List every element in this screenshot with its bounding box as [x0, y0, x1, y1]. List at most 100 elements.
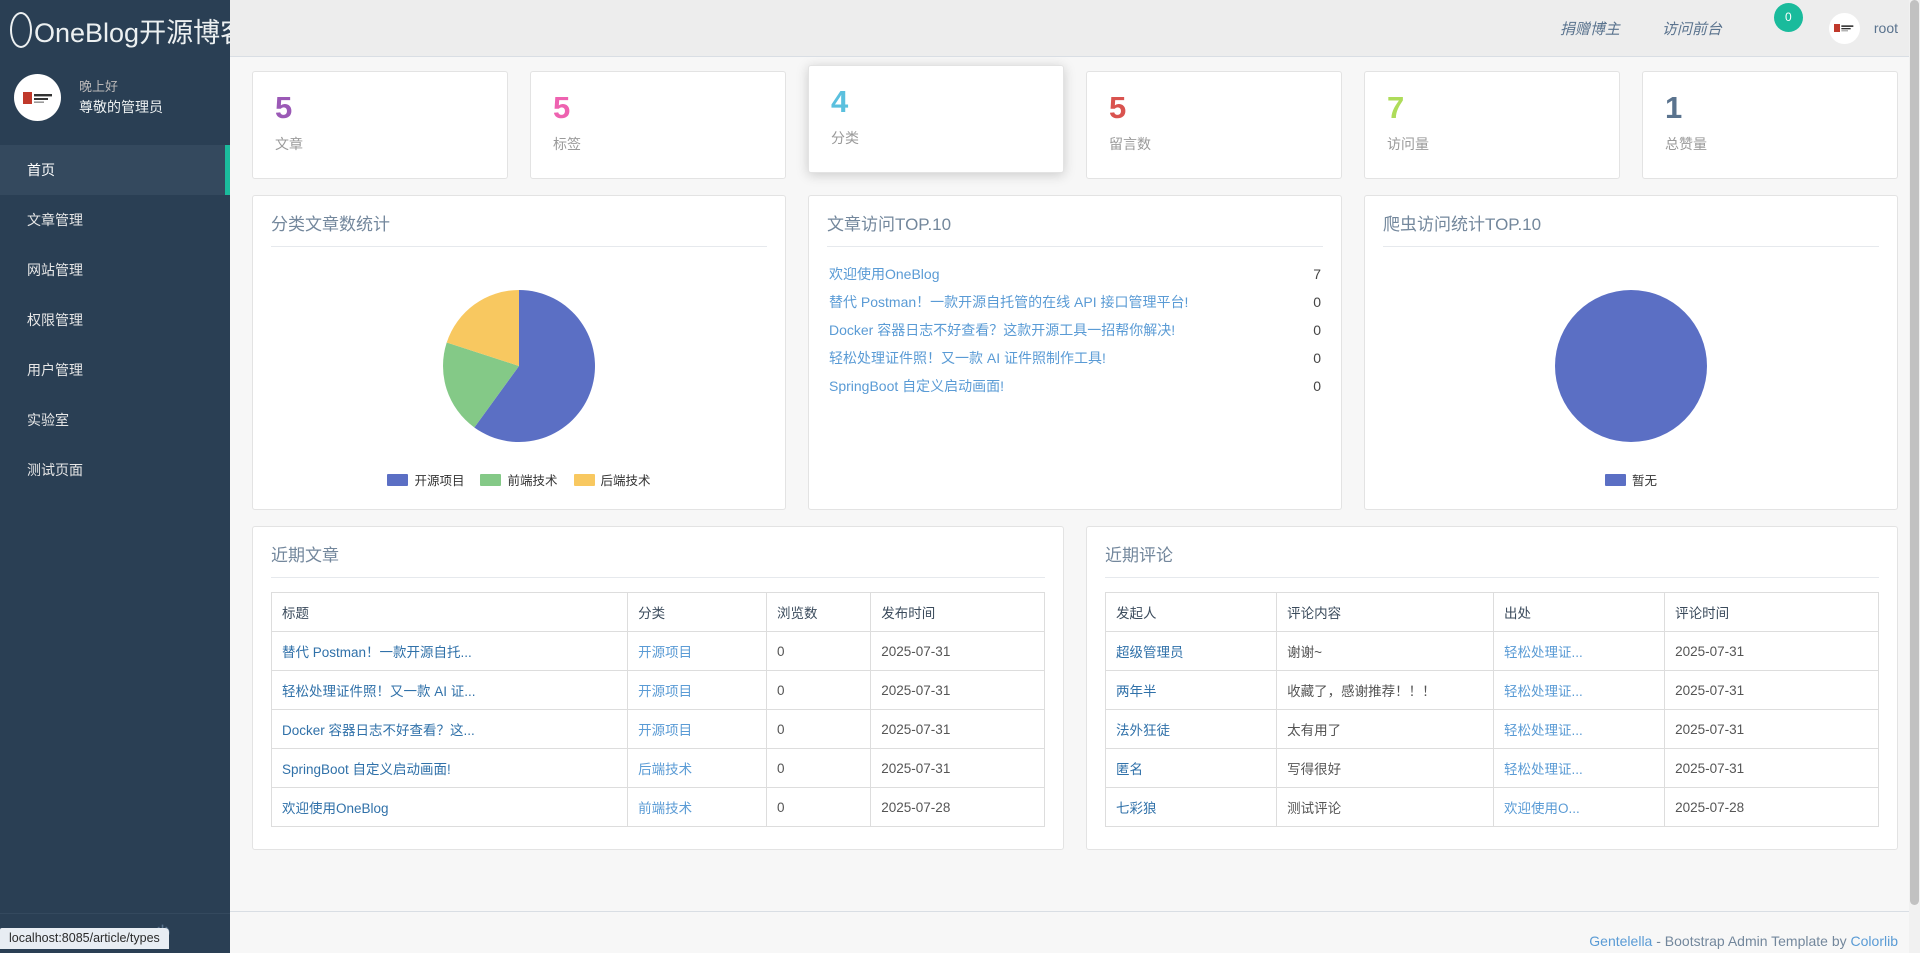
- sidebar-item-lab[interactable]: 实验室: [27, 412, 69, 428]
- visit-site-link[interactable]: 访问前台: [1661, 20, 1722, 38]
- comment-source-cell[interactable]: 轻松处理证...: [1493, 670, 1666, 710]
- article-category-cell[interactable]: 开源项目: [627, 670, 768, 710]
- donate-link[interactable]: 捐赠博主: [1559, 20, 1620, 38]
- article-title-link[interactable]: 轻松处理证件照！又一款 AI 证件照制作工具!: [829, 350, 1106, 366]
- comment-source-cell[interactable]: 欢迎使用O...: [1493, 787, 1666, 827]
- list-item[interactable]: SpringBoot 自定义启动画面! 0: [827, 373, 1323, 399]
- list-item[interactable]: 轻松处理证件照！又一款 AI 证件照制作工具! 0: [827, 345, 1323, 371]
- comment-author-link[interactable]: 两年半: [1116, 684, 1157, 699]
- article-category-cell[interactable]: 开源项目: [627, 709, 768, 749]
- comment-source-cell[interactable]: 轻松处理证...: [1493, 748, 1666, 788]
- brand[interactable]: OneBlog开源博客: [0, 0, 247, 60]
- profile-name: 尊敬的管理员: [79, 98, 163, 115]
- footer-author-link[interactable]: Colorlib: [1850, 933, 1898, 949]
- panel-spider-top10: 爬虫访问统计TOP.10 暂无: [1364, 195, 1898, 510]
- sidebar-item-site-management[interactable]: 网站管理: [27, 262, 83, 278]
- legend-item[interactable]: 前端技术: [480, 470, 558, 489]
- article-title-link[interactable]: 欢迎使用OneBlog: [282, 801, 389, 816]
- notification-badge[interactable]: 0: [1773, 2, 1803, 32]
- table-header-row: 发起人 评论内容 出处 评论时间: [1104, 592, 1879, 632]
- page-scrollbar-track[interactable]: [1909, 0, 1920, 953]
- stat-tile-articles[interactable]: 5 文章: [252, 71, 508, 179]
- main-area: 捐赠博主 访问前台 0 root 5: [230, 0, 1920, 953]
- stat-tile-likes[interactable]: 1 总赞量: [1642, 71, 1898, 179]
- comment-author-cell[interactable]: 匿名: [1104, 748, 1278, 788]
- stat-tile-visits[interactable]: 7 访问量: [1364, 71, 1620, 179]
- article-title-link[interactable]: SpringBoot 自定义启动画面!: [282, 762, 451, 777]
- list-item[interactable]: 欢迎使用OneBlog 7: [827, 261, 1323, 287]
- comment-source-link[interactable]: 轻松处理证...: [1504, 645, 1583, 660]
- category-link[interactable]: 后端技术: [638, 762, 693, 777]
- footer-middle-text: - Bootstrap Admin Template by: [1652, 933, 1851, 949]
- category-link[interactable]: 前端技术: [638, 801, 693, 816]
- table-row: 欢迎使用OneBlog 前端技术 0 2025-07-28: [270, 787, 1045, 827]
- comment-author-cell[interactable]: 法外狂徒: [1104, 709, 1278, 749]
- article-title-cell[interactable]: 替代 Postman！一款开源自托...: [270, 631, 629, 671]
- comment-source-link[interactable]: 欢迎使用O...: [1504, 801, 1580, 816]
- sidebar-nav: 首页 文章管理 网站管理 权限管理 用户管理 实验室 测试页面: [0, 145, 230, 495]
- comment-source-link[interactable]: 轻松处理证...: [1504, 723, 1583, 738]
- legend-swatch-icon: [573, 473, 595, 486]
- panel-title: 分类文章数统计: [271, 215, 390, 234]
- sidebar-item-test-page[interactable]: 测试页面: [27, 462, 83, 478]
- comment-source-cell[interactable]: 轻松处理证...: [1493, 709, 1666, 749]
- article-title-link[interactable]: Docker 容器日志不好查看？这...: [282, 723, 475, 738]
- comment-author-link[interactable]: 超级管理员: [1116, 645, 1184, 660]
- comment-author-cell[interactable]: 超级管理员: [1104, 631, 1278, 671]
- article-title-link[interactable]: 轻松处理证件照！又一款 AI 证...: [282, 684, 476, 699]
- footer-product-link[interactable]: Gentelella: [1589, 933, 1653, 949]
- comment-author-link[interactable]: 法外狂徒: [1116, 723, 1170, 738]
- divider: [827, 246, 1323, 247]
- page-scrollbar-thumb[interactable]: [1910, 0, 1919, 905]
- article-category-cell[interactable]: 开源项目: [627, 631, 768, 671]
- legend-item[interactable]: 开源项目: [387, 470, 464, 489]
- stat-label: 留言数: [1109, 135, 1151, 152]
- comment-source-cell[interactable]: 轻松处理证...: [1493, 631, 1666, 671]
- stat-tile-tags[interactable]: 5 标签: [530, 71, 786, 179]
- article-category-cell[interactable]: 后端技术: [627, 748, 768, 788]
- legend-item[interactable]: 后端技术: [573, 470, 651, 489]
- article-title-link[interactable]: 替代 Postman！一款开源自托管的在线 API 接口管理平台!: [829, 294, 1189, 310]
- footer-text: Gentelella - Bootstrap Admin Template by…: [1589, 933, 1898, 949]
- stat-tile-messages[interactable]: 5 留言数: [1086, 71, 1342, 179]
- column-header: 分类: [627, 592, 768, 632]
- spider-pie-chart: [1383, 261, 1879, 470]
- sidebar-item-user-management[interactable]: 用户管理: [27, 362, 83, 378]
- article-title-link[interactable]: 欢迎使用OneBlog: [829, 266, 940, 282]
- stat-tile-categories[interactable]: 4 分类: [808, 65, 1064, 173]
- article-views-cell: 0: [766, 748, 872, 788]
- article-title-link[interactable]: Docker 容器日志不好查看？这款开源工具一招帮你解决!: [829, 322, 1176, 338]
- user-menu[interactable]: root: [1828, 12, 1898, 44]
- comment-source-link[interactable]: 轻松处理证...: [1504, 762, 1583, 777]
- column-header: 标题: [270, 592, 629, 632]
- article-title-cell[interactable]: 欢迎使用OneBlog: [270, 787, 629, 827]
- comment-author-link[interactable]: 匿名: [1116, 762, 1143, 777]
- comment-source-link[interactable]: 轻松处理证...: [1504, 684, 1583, 699]
- comment-author-cell[interactable]: 两年半: [1104, 670, 1278, 710]
- comment-author-cell[interactable]: 七彩狼: [1104, 787, 1278, 827]
- column-header: 发起人: [1104, 592, 1278, 632]
- list-item[interactable]: Docker 容器日志不好查看？这款开源工具一招帮你解决! 0: [827, 317, 1323, 343]
- stat-count: 7: [1387, 90, 1405, 125]
- article-title-link[interactable]: SpringBoot 自定义启动画面!: [829, 378, 1005, 394]
- article-category-cell[interactable]: 前端技术: [627, 787, 768, 827]
- category-link[interactable]: 开源项目: [638, 723, 693, 738]
- article-title-cell[interactable]: Docker 容器日志不好查看？这...: [270, 709, 629, 749]
- category-link[interactable]: 开源项目: [638, 684, 693, 699]
- article-title-link[interactable]: 替代 Postman！一款开源自托...: [282, 645, 472, 660]
- legend-label: 暂无: [1631, 474, 1657, 488]
- panel-article-top10: 文章访问TOP.10 欢迎使用OneBlog 7 替代 Postman！一款开源自托…: [808, 195, 1342, 510]
- article-title-cell[interactable]: 轻松处理证件照！又一款 AI 证...: [270, 670, 629, 710]
- category-link[interactable]: 开源项目: [638, 645, 693, 660]
- legend-item[interactable]: 暂无: [1604, 470, 1657, 489]
- sidebar-item-permission-management[interactable]: 权限管理: [27, 312, 83, 328]
- recent-articles-table: 标题 分类 浏览数 发布时间 替代 Postman！一款开源自托... 开源项目 0…: [270, 592, 1045, 827]
- sidebar-item-home[interactable]: 首页: [0, 145, 230, 195]
- sidebar-item-article-management[interactable]: 文章管理: [27, 212, 83, 228]
- comment-author-link[interactable]: 七彩狼: [1116, 801, 1157, 816]
- article-title-cell[interactable]: SpringBoot 自定义启动画面!: [270, 748, 629, 788]
- stat-label: 总赞量: [1665, 135, 1707, 152]
- list-item[interactable]: 替代 Postman！一款开源自托管的在线 API 接口管理平台! 0: [827, 289, 1323, 315]
- panel-title: 近期评论: [1105, 546, 1173, 565]
- comment-date-cell: 2025-07-31: [1664, 709, 1879, 749]
